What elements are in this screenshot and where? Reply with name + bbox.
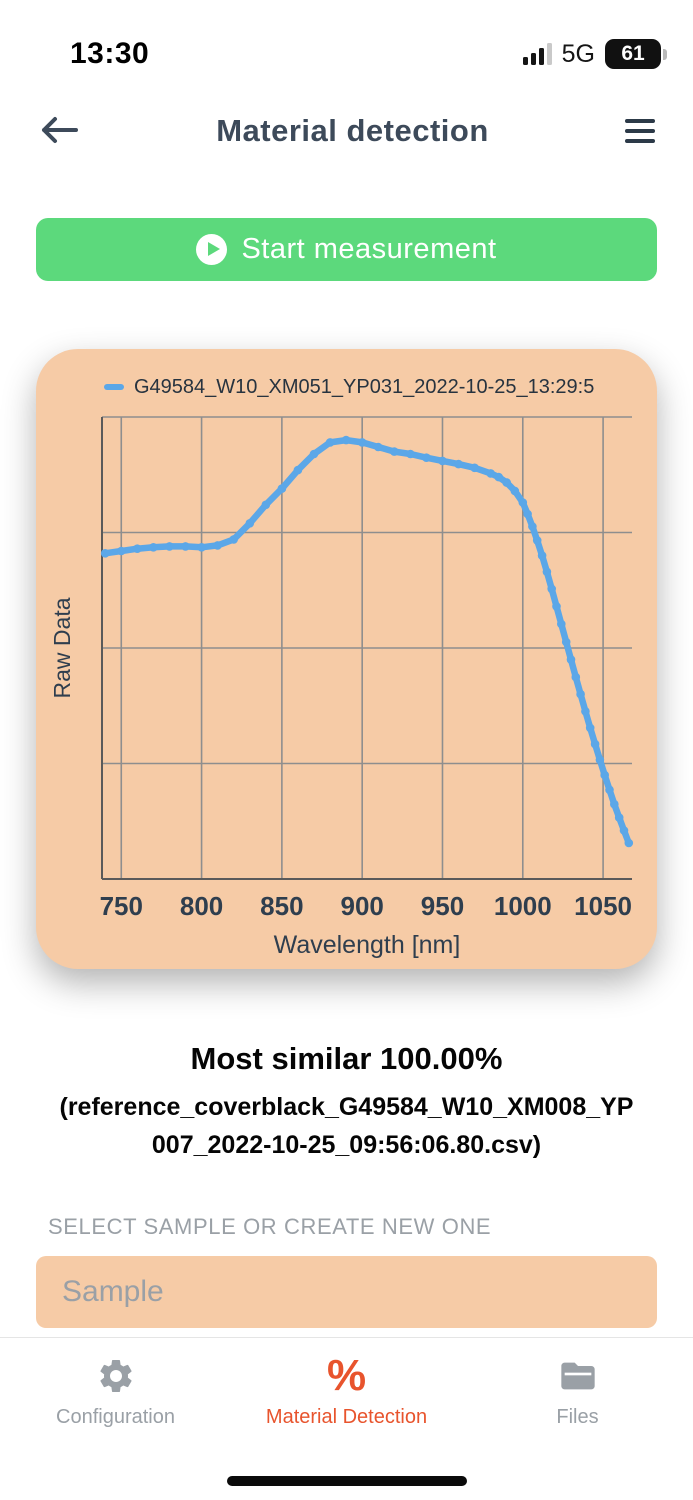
chart-legend: G49584_W10_XM051_YP031_2022-10-25_13:29:… <box>50 373 643 401</box>
start-measurement-button[interactable]: Start measurement <box>36 218 657 281</box>
status-indicators: 5G 61 <box>522 39 667 69</box>
svg-text:850: 850 <box>260 891 303 921</box>
most-similar-headline: Most similar 100.00% <box>190 1041 503 1076</box>
spectrum-line-chart: 750 800 850 900 950 1000 1050 Wavelength [nm] Ra… <box>49 416 634 959</box>
svg-text:900: 900 <box>340 891 383 921</box>
home-indicator[interactable] <box>226 1476 467 1486</box>
signal-strength-icon <box>522 43 552 65</box>
select-sample-label: SELECT SAMPLE OR CREATE NEW ONE <box>48 1214 492 1239</box>
tab-material-detection-label: Material Detection <box>265 1406 428 1428</box>
tab-configuration-label: Configuration <box>56 1406 175 1428</box>
battery-tip <box>663 48 667 60</box>
percent-icon: % <box>326 1351 367 1400</box>
chart-card: G49584_W10_XM051_YP031_2022-10-25_13:29:… <box>36 349 657 969</box>
svg-text:1000: 1000 <box>494 891 552 921</box>
reference-filename: (reference_coverblack_G49584_W10_XM008_Y… <box>59 1093 634 1159</box>
play-icon <box>196 234 228 265</box>
gear-icon <box>96 1354 136 1398</box>
battery-percent: 61 <box>605 39 661 69</box>
clock: 13:30 <box>70 37 150 70</box>
start-measurement-label: Start measurement <box>241 233 497 265</box>
back-arrow-icon <box>38 116 80 149</box>
svg-text:950: 950 <box>421 891 464 921</box>
sample-input[interactable] <box>36 1256 657 1328</box>
tab-material-detection[interactable]: % Material Detection <box>231 1354 462 1429</box>
result-section: Most similar 100.00% (reference_coverbla… <box>0 1041 693 1164</box>
svg-text:750: 750 <box>100 891 143 921</box>
svg-text:Wavelength [nm]: Wavelength [nm] <box>274 931 461 959</box>
tab-files[interactable]: Files <box>462 1354 693 1429</box>
network-type-label: 5G <box>561 39 595 68</box>
svg-text:1050: 1050 <box>574 891 632 921</box>
svg-text:800: 800 <box>180 891 223 921</box>
tab-configuration[interactable]: Configuration <box>0 1354 231 1429</box>
svg-text:Raw Data: Raw Data <box>50 597 75 698</box>
page-title: Material detection <box>216 113 489 148</box>
tab-files-label: Files <box>556 1406 599 1428</box>
hamburger-icon <box>625 119 655 143</box>
menu-button[interactable] <box>621 109 659 153</box>
back-button[interactable] <box>34 110 84 153</box>
header: Material detection <box>0 102 693 160</box>
folder-icon <box>556 1354 600 1398</box>
battery-icon: 61 <box>605 39 667 69</box>
legend-line-swatch <box>104 384 124 390</box>
bottom-tab-bar: Configuration % Material Detection Files <box>0 1337 693 1500</box>
legend-series-label: G49584_W10_XM051_YP031_2022-10-25_13:29:… <box>134 375 595 398</box>
status-bar: 13:30 5G 61 <box>0 0 693 80</box>
